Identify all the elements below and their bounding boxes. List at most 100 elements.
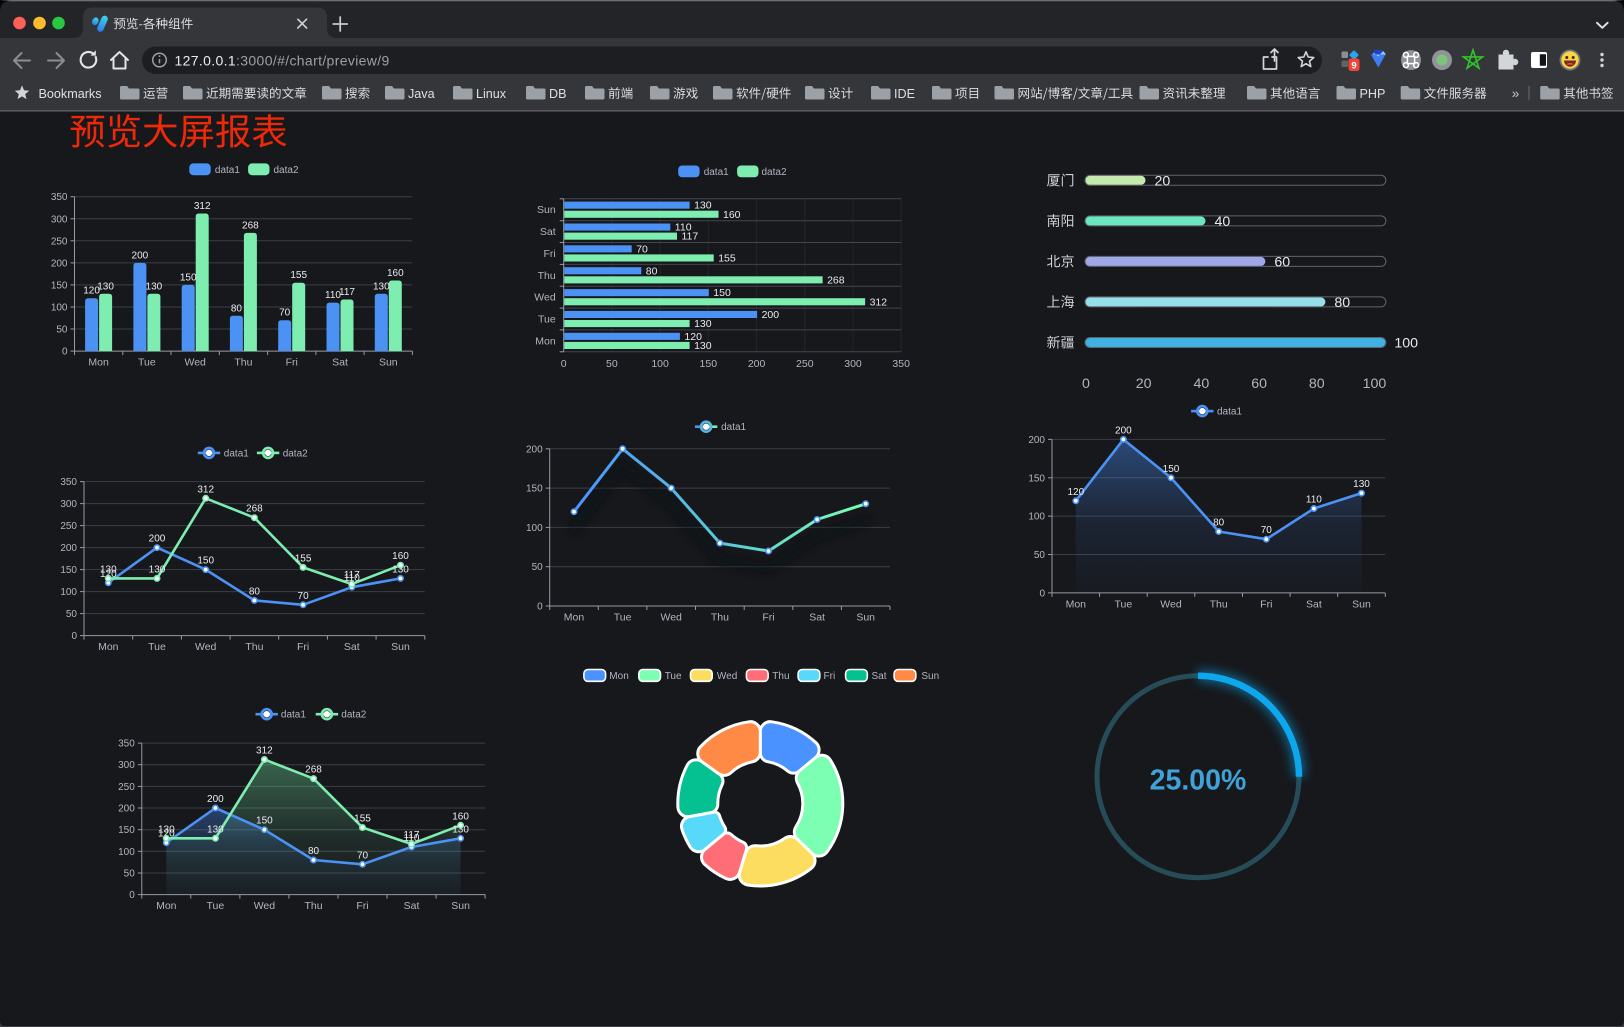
- svg-text:300: 300: [118, 760, 135, 771]
- svg-text:150: 150: [197, 556, 214, 567]
- svg-text:150: 150: [60, 565, 77, 576]
- svg-text:Tue: Tue: [614, 612, 632, 624]
- svg-text:IDE: IDE: [894, 87, 915, 101]
- svg-text:data2: data2: [283, 448, 308, 459]
- svg-text:0: 0: [129, 890, 135, 901]
- svg-text:200: 200: [118, 804, 135, 815]
- svg-text:Mon: Mon: [564, 612, 585, 624]
- svg-text:268: 268: [246, 504, 263, 515]
- svg-text:Wed: Wed: [254, 900, 276, 912]
- svg-text:100: 100: [1394, 336, 1418, 352]
- svg-text:200: 200: [748, 358, 766, 370]
- svg-text:data1: data1: [281, 710, 306, 721]
- svg-text:70: 70: [279, 308, 291, 319]
- svg-text:50: 50: [606, 358, 618, 370]
- svg-text:200: 200: [132, 250, 149, 261]
- svg-text:80: 80: [231, 303, 243, 314]
- svg-text:0: 0: [62, 347, 68, 358]
- svg-text:PHP: PHP: [1360, 87, 1386, 101]
- svg-text:50: 50: [1034, 550, 1046, 561]
- svg-text:40: 40: [1215, 214, 1231, 230]
- svg-text:200: 200: [1115, 425, 1132, 436]
- svg-text:268: 268: [827, 274, 845, 286]
- svg-text:110: 110: [1306, 495, 1322, 506]
- svg-text:300: 300: [60, 499, 77, 510]
- svg-text:350: 350: [892, 358, 910, 370]
- svg-text:110: 110: [404, 833, 420, 844]
- svg-text:350: 350: [118, 739, 135, 750]
- svg-text:312: 312: [870, 296, 888, 308]
- svg-text:117: 117: [339, 287, 355, 298]
- svg-text:Tue: Tue: [148, 641, 166, 653]
- svg-text:»: »: [1512, 86, 1520, 101]
- svg-text:150: 150: [118, 825, 135, 836]
- svg-text:Wed: Wed: [184, 357, 206, 369]
- svg-text:data1: data1: [215, 165, 240, 176]
- svg-text:250: 250: [60, 521, 77, 532]
- svg-text:130: 130: [694, 200, 712, 212]
- svg-text:80: 80: [308, 846, 320, 857]
- svg-text:110: 110: [675, 222, 692, 234]
- svg-text:60: 60: [1251, 376, 1267, 392]
- svg-text:150: 150: [1028, 473, 1045, 484]
- svg-text:Sun: Sun: [391, 641, 410, 653]
- svg-text:Mon: Mon: [156, 900, 177, 912]
- svg-text:150: 150: [713, 287, 731, 299]
- svg-text:200: 200: [762, 309, 780, 321]
- svg-text:120: 120: [1067, 487, 1084, 498]
- svg-text:80: 80: [1213, 518, 1225, 529]
- svg-text:110: 110: [325, 290, 341, 301]
- svg-text:100: 100: [51, 303, 68, 314]
- svg-text:Mon: Mon: [609, 671, 628, 682]
- svg-text:70: 70: [298, 591, 310, 602]
- svg-text:150: 150: [51, 280, 68, 291]
- svg-text:0: 0: [561, 358, 567, 370]
- svg-text:350: 350: [51, 192, 68, 203]
- svg-text:130: 130: [392, 564, 409, 575]
- svg-text:40: 40: [1194, 376, 1210, 392]
- svg-text:Mon: Mon: [535, 335, 556, 347]
- svg-text:0: 0: [537, 602, 543, 613]
- svg-text:Java: Java: [408, 87, 435, 101]
- svg-text:Wed: Wed: [660, 612, 682, 624]
- svg-text:200: 200: [1028, 435, 1045, 446]
- svg-text:155: 155: [290, 270, 307, 281]
- svg-text:Sun: Sun: [379, 357, 398, 369]
- svg-text:Tue: Tue: [1115, 598, 1133, 610]
- svg-text:Sun: Sun: [921, 671, 939, 682]
- svg-text:data1: data1: [704, 167, 729, 178]
- svg-text:70: 70: [1261, 525, 1273, 536]
- svg-text:250: 250: [796, 358, 814, 370]
- svg-text:200: 200: [51, 258, 68, 269]
- svg-text:Thu: Thu: [245, 641, 263, 653]
- svg-text:Wed: Wed: [1160, 598, 1182, 610]
- svg-text:110: 110: [344, 573, 360, 584]
- svg-text:150: 150: [700, 358, 718, 370]
- svg-text:Thu: Thu: [711, 612, 729, 624]
- svg-text:Thu: Thu: [772, 671, 789, 682]
- svg-text:155: 155: [354, 814, 371, 825]
- svg-text:Sat: Sat: [872, 671, 887, 682]
- svg-text:160: 160: [387, 268, 404, 279]
- svg-text:80: 80: [1334, 295, 1350, 311]
- svg-text:Linux: Linux: [476, 87, 507, 101]
- svg-text:Sun: Sun: [537, 204, 556, 216]
- svg-text:312: 312: [197, 484, 214, 495]
- svg-text:Bookmarks: Bookmarks: [39, 87, 102, 101]
- svg-text:Tue: Tue: [138, 357, 156, 369]
- svg-text:data2: data2: [274, 165, 299, 176]
- svg-text:155: 155: [718, 253, 736, 265]
- svg-text:Wed: Wed: [534, 292, 556, 304]
- svg-text:312: 312: [194, 201, 211, 212]
- svg-text:Tue: Tue: [665, 671, 682, 682]
- svg-text:70: 70: [636, 243, 648, 255]
- svg-text:50: 50: [532, 562, 544, 573]
- svg-text:60: 60: [1274, 254, 1290, 270]
- svg-text:130: 130: [452, 824, 469, 835]
- svg-text:20: 20: [1136, 376, 1152, 392]
- svg-text:250: 250: [51, 236, 68, 247]
- svg-text:200: 200: [207, 794, 224, 805]
- svg-text:DB: DB: [549, 87, 567, 101]
- svg-text:150: 150: [1163, 464, 1180, 475]
- svg-text:Fri: Fri: [286, 357, 298, 369]
